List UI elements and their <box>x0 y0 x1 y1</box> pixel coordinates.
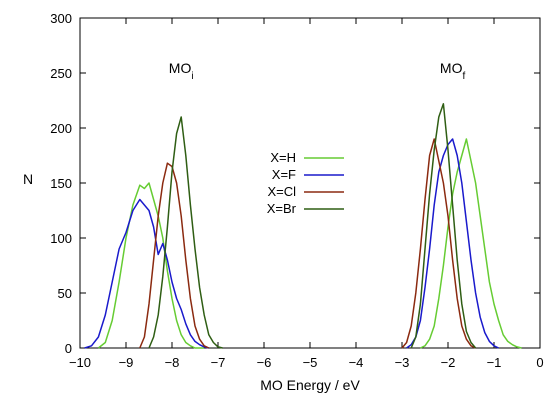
legend: X=H X=F X=Cl X=Br <box>267 150 344 216</box>
x-tick-label: −9 <box>119 355 134 370</box>
y-tick-label: 300 <box>50 11 72 26</box>
x-tick-label: −4 <box>349 355 364 370</box>
y-tick-label: 250 <box>50 66 72 81</box>
y-axis-label: N <box>23 171 33 187</box>
y-tick-label: 150 <box>50 176 72 191</box>
x-tick-label: 0 <box>536 355 543 370</box>
x-tick-label: −3 <box>395 355 410 370</box>
series-line-x-cl-1 <box>139 162 210 349</box>
x-tick-label: −8 <box>165 355 180 370</box>
series-layer <box>84 103 522 349</box>
y-tick-label: 50 <box>58 286 72 301</box>
x-tick-label: −6 <box>257 355 272 370</box>
series-line-x-f-2 <box>406 138 499 349</box>
series-line-x-br-2 <box>410 103 477 349</box>
x-tick-label: −5 <box>303 355 318 370</box>
x-tick-label: −1 <box>487 355 502 370</box>
annotation-mo-f: MOf <box>440 60 466 82</box>
x-tick-label: −10 <box>69 355 91 370</box>
series-line-x-cl-2 <box>401 138 476 349</box>
y-tick-label: 200 <box>50 121 72 136</box>
series-line-x-h-2 <box>420 138 522 349</box>
legend-label-x-cl: X=Cl <box>267 184 296 199</box>
annotations: MOi MOf <box>169 60 466 82</box>
y-tick-label: 100 <box>50 231 72 246</box>
annotation-mo-i: MOi <box>169 60 194 82</box>
legend-label-x-br: X=Br <box>267 201 297 216</box>
series-line-x-br-1 <box>148 116 223 349</box>
x-tick-label: −7 <box>211 355 226 370</box>
x-axis-label: MO Energy / eV <box>260 377 360 393</box>
x-tick-label: −2 <box>441 355 456 370</box>
legend-label-x-f: X=F <box>272 167 296 182</box>
series-line-x-h-1 <box>97 182 205 349</box>
y-tick-label: 0 <box>65 341 72 356</box>
legend-label-x-h: X=H <box>270 150 296 165</box>
